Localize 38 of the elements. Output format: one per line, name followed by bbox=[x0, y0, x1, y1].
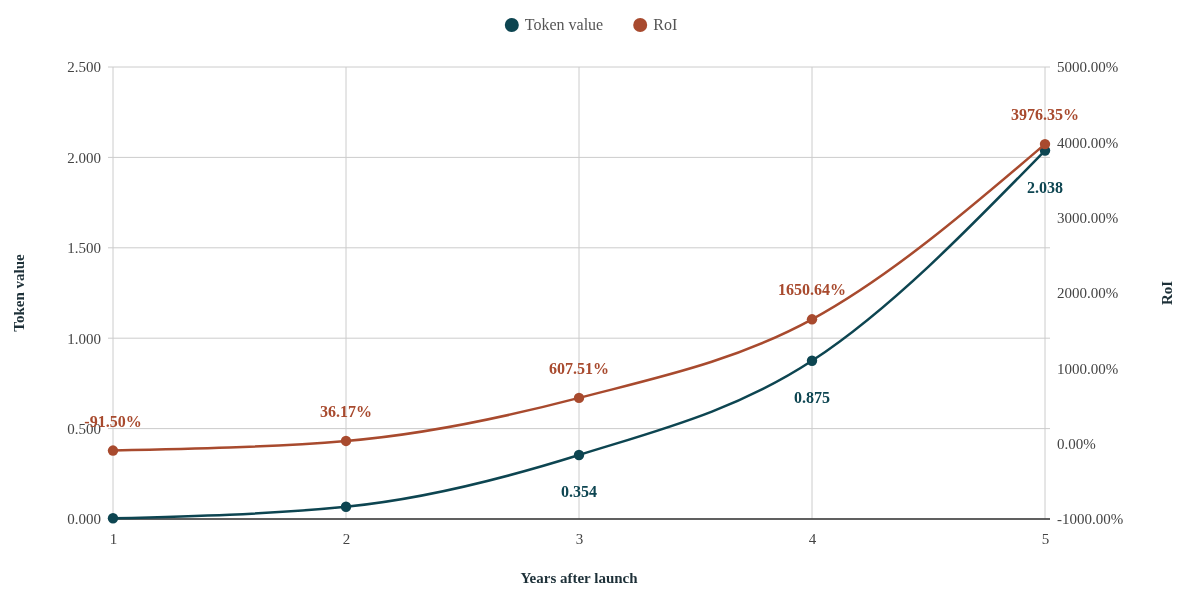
legend-label: RoI bbox=[653, 16, 678, 33]
point bbox=[1039, 138, 1051, 150]
data-label: 607.51% bbox=[549, 359, 609, 377]
y2-tick-label: -1000.00% bbox=[1057, 511, 1124, 528]
y2-tick-label: 2000.00% bbox=[1057, 285, 1119, 302]
point bbox=[806, 314, 818, 325]
y-axis-title: Token value bbox=[11, 253, 27, 332]
x-axis-title: Years after launch bbox=[520, 570, 639, 586]
data-label: 0.354 bbox=[561, 483, 597, 500]
y-tick-label: 2.500 bbox=[67, 59, 101, 76]
y2-tick-label: 3000.00% bbox=[1057, 209, 1119, 226]
y-tick-label: 2.000 bbox=[67, 149, 101, 166]
point bbox=[340, 501, 352, 512]
y2-tick-label: 5000.00% bbox=[1057, 59, 1119, 76]
x-tick-label: 3 bbox=[575, 530, 584, 547]
y-tick-label: 1.500 bbox=[67, 240, 101, 257]
point bbox=[806, 355, 818, 366]
data-label: 36.17% bbox=[320, 402, 372, 420]
y-tick-label: 0.000 bbox=[67, 511, 101, 528]
point bbox=[573, 449, 585, 461]
y-tick-label: 1.000 bbox=[67, 330, 101, 347]
y2-tick-label: 0.00% bbox=[1057, 435, 1096, 452]
point bbox=[340, 435, 352, 447]
x-tick-label: 2 bbox=[342, 530, 351, 547]
point bbox=[573, 392, 585, 404]
y2-tick-label: 1000.00% bbox=[1057, 360, 1119, 377]
x-tick-label: 1 bbox=[109, 530, 118, 547]
legend-label: Token value bbox=[524, 16, 604, 33]
x-tick-label: 5 bbox=[1041, 530, 1050, 547]
data-label: 1650.64% bbox=[778, 281, 846, 299]
point bbox=[107, 445, 119, 456]
point bbox=[107, 513, 119, 524]
data-label: 3976.35% bbox=[1011, 106, 1079, 124]
data-label: 0.875 bbox=[794, 388, 830, 406]
y2-axis-title: RoI bbox=[1159, 280, 1175, 306]
data-label: 2.038 bbox=[1027, 178, 1063, 196]
x-tick-label: 4 bbox=[808, 530, 817, 547]
y2-tick-label: 4000.00% bbox=[1057, 134, 1119, 151]
